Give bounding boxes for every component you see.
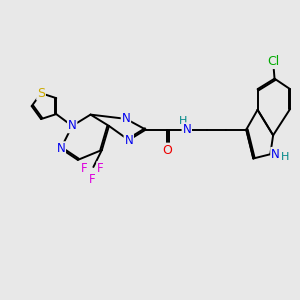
Text: N: N [182,123,191,136]
Text: N: N [56,142,65,155]
Text: H: H [179,116,188,126]
Text: H: H [281,152,289,161]
Text: N: N [271,148,280,161]
Text: F: F [81,162,88,175]
Text: F: F [97,162,104,175]
Text: O: O [162,143,172,157]
Text: N: N [68,119,76,132]
Text: Cl: Cl [267,55,279,68]
Text: N: N [122,112,130,125]
Text: N: N [124,134,133,147]
Text: F: F [89,173,96,186]
Text: S: S [37,87,45,100]
